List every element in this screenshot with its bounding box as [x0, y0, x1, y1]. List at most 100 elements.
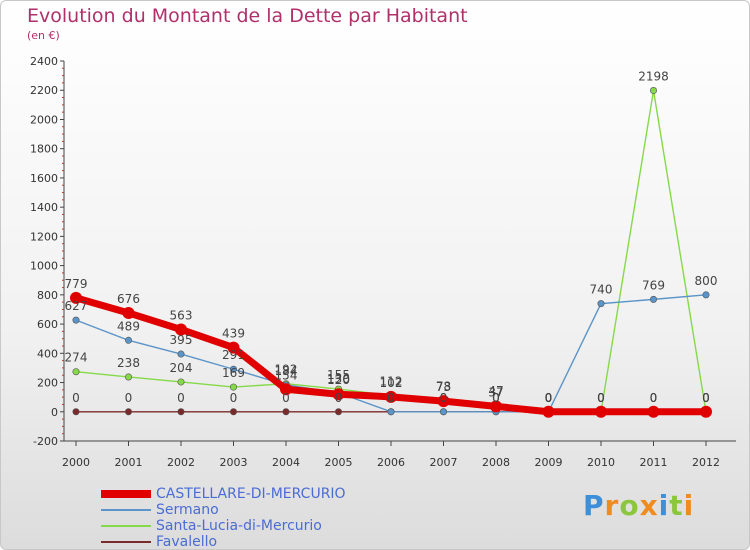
- data-label: 112: [380, 374, 403, 388]
- y-tick-label: 1600: [30, 172, 58, 185]
- data-label: 489: [117, 319, 140, 333]
- data-label: 78: [436, 379, 451, 393]
- y-tick-label: 200: [37, 377, 58, 390]
- y-tick-label: 1400: [30, 201, 58, 214]
- x-tick-label: 2000: [62, 456, 90, 469]
- data-point: [125, 336, 133, 344]
- data-label: 154: [275, 368, 298, 382]
- data-label: 155: [327, 368, 350, 382]
- y-tick-label: 800: [37, 289, 58, 302]
- y-tick-label: 2400: [30, 55, 58, 68]
- data-label: 769: [642, 278, 665, 292]
- data-label: 0: [597, 391, 605, 405]
- data-label: 120: [327, 373, 350, 387]
- data-label: 102: [380, 376, 403, 390]
- data-label: 439: [222, 327, 245, 341]
- data-label: 627: [65, 299, 88, 313]
- data-point: [597, 300, 605, 308]
- data-label: 169: [222, 366, 245, 380]
- x-tick-label: 2006: [377, 456, 405, 469]
- proxiti-logo: Proxiti: [583, 489, 694, 522]
- data-point: [230, 383, 238, 391]
- logo-letter: t: [669, 489, 684, 522]
- data-label: 0: [597, 391, 605, 405]
- x-tick-label: 2002: [167, 456, 195, 469]
- legend-swatch: [101, 541, 151, 543]
- data-point: [437, 395, 450, 408]
- y-tick-label: 2000: [30, 113, 58, 126]
- data-label: 130: [327, 372, 350, 386]
- y-tick-label: 600: [37, 318, 58, 331]
- x-tick-label: 2003: [220, 456, 248, 469]
- data-label: 0: [440, 391, 448, 405]
- y-tick-label: -200: [33, 435, 58, 448]
- y-tick-label: 1800: [30, 143, 58, 156]
- logo-letter: i: [683, 489, 695, 522]
- data-label: 395: [170, 333, 193, 347]
- data-label: 0: [177, 391, 185, 405]
- data-label: 0: [230, 391, 238, 405]
- data-label: 0: [545, 391, 553, 405]
- data-label: 0: [335, 391, 343, 405]
- data-point: [490, 400, 502, 413]
- x-tick-label: 2001: [115, 456, 143, 469]
- y-tick-label: 0: [51, 406, 58, 419]
- data-label: 0: [492, 391, 500, 405]
- data-label: 0: [387, 391, 395, 405]
- legend-label: Sermano: [156, 502, 219, 518]
- data-label: 0: [597, 391, 605, 405]
- data-label: 37: [488, 385, 503, 399]
- data-point: [72, 316, 80, 324]
- y-tick-label: 2200: [30, 84, 58, 97]
- data-label: 0: [702, 391, 710, 405]
- y-tick-label: 400: [37, 347, 58, 360]
- data-label: 0: [125, 391, 133, 405]
- data-point: [227, 341, 240, 354]
- data-point: [595, 405, 607, 418]
- data-point: [70, 291, 82, 304]
- data-point: [700, 405, 712, 418]
- data-label: 73: [436, 380, 451, 394]
- x-tick-label: 2008: [482, 456, 510, 469]
- data-label: 291: [222, 348, 245, 362]
- data-point: [334, 408, 342, 416]
- x-tick-label: 2007: [430, 456, 458, 469]
- logo-letter: x: [639, 489, 659, 522]
- data-point: [702, 291, 710, 299]
- data-label: 0: [440, 391, 448, 405]
- logo-letter: i: [658, 489, 670, 522]
- legend-label: Santa-Lucia-di-Mercurio: [156, 518, 322, 534]
- data-label: 192: [275, 363, 298, 377]
- legend-swatch: [101, 509, 151, 511]
- data-point: [332, 388, 345, 401]
- data-point: [280, 383, 292, 396]
- x-tick-label: 2011: [640, 456, 668, 469]
- data-point: [177, 408, 185, 416]
- data-label: 0: [282, 391, 290, 405]
- data-label: 0: [545, 391, 553, 405]
- legend-label: Favalello: [156, 534, 218, 550]
- chart-subtitle: (en €): [27, 29, 60, 42]
- legend-label: CASTELLARE-DI-MERCURIO: [156, 486, 346, 502]
- data-label: 676: [117, 292, 140, 306]
- data-label: 0: [650, 391, 658, 405]
- data-label: 0: [492, 391, 500, 405]
- data-label: 238: [117, 356, 140, 370]
- data-label: 0: [545, 391, 553, 405]
- data-point: [122, 306, 135, 319]
- data-point: [175, 323, 187, 336]
- data-label: 204: [170, 361, 193, 375]
- data-point: [230, 408, 238, 416]
- data-point: [230, 365, 238, 373]
- data-point: [177, 378, 185, 386]
- data-label: 0: [387, 391, 395, 405]
- logo-letter: o: [619, 489, 640, 522]
- logo-letter: r: [604, 489, 620, 522]
- data-label: 0: [545, 391, 553, 405]
- x-tick-label: 2009: [535, 456, 563, 469]
- x-tick-label: 2005: [325, 456, 353, 469]
- data-point: [72, 408, 80, 416]
- data-point: [647, 405, 660, 418]
